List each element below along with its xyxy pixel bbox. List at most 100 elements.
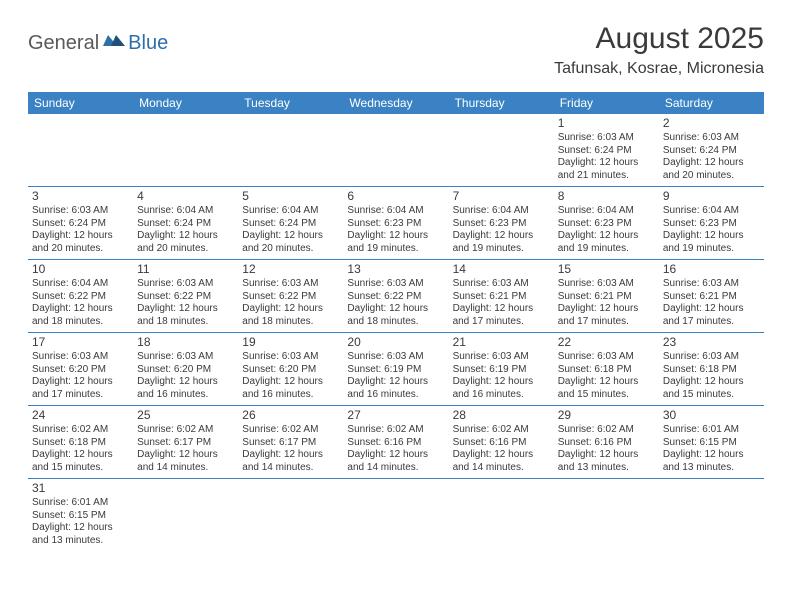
calendar-cell: 21Sunrise: 6:03 AMSunset: 6:19 PMDayligh… [449, 333, 554, 406]
sunset-line: Sunset: 6:16 PM [558, 437, 655, 450]
calendar-cell: 1Sunrise: 6:03 AMSunset: 6:24 PMDaylight… [554, 114, 659, 187]
day-number: 18 [137, 335, 234, 350]
sunrise-line: Sunrise: 6:02 AM [242, 424, 339, 437]
calendar-table: SundayMondayTuesdayWednesdayThursdayFrid… [28, 92, 764, 551]
calendar-cell: 16Sunrise: 6:03 AMSunset: 6:21 PMDayligh… [659, 260, 764, 333]
calendar-cell: 5Sunrise: 6:04 AMSunset: 6:24 PMDaylight… [238, 187, 343, 260]
sunrise-line: Sunrise: 6:02 AM [453, 424, 550, 437]
calendar-cell-empty [343, 479, 448, 552]
sunset-line: Sunset: 6:20 PM [137, 364, 234, 377]
daylight-line: Daylight: 12 hours and 14 minutes. [137, 449, 234, 474]
day-number: 12 [242, 262, 339, 277]
header: General Blue August 2025 Tafunsak, Kosra… [0, 0, 792, 86]
calendar-cell: 3Sunrise: 6:03 AMSunset: 6:24 PMDaylight… [28, 187, 133, 260]
logo-text-general: General [28, 32, 99, 55]
sunset-line: Sunset: 6:24 PM [32, 218, 129, 231]
weekday-header: Wednesday [343, 92, 448, 114]
daylight-line: Daylight: 12 hours and 20 minutes. [242, 230, 339, 255]
day-number: 6 [347, 189, 444, 204]
calendar-cell: 11Sunrise: 6:03 AMSunset: 6:22 PMDayligh… [133, 260, 238, 333]
sunset-line: Sunset: 6:18 PM [558, 364, 655, 377]
sunrise-line: Sunrise: 6:03 AM [347, 351, 444, 364]
daylight-line: Daylight: 12 hours and 16 minutes. [347, 376, 444, 401]
daylight-line: Daylight: 12 hours and 17 minutes. [32, 376, 129, 401]
sunrise-line: Sunrise: 6:03 AM [137, 278, 234, 291]
daylight-line: Daylight: 12 hours and 19 minutes. [558, 230, 655, 255]
calendar-cell: 18Sunrise: 6:03 AMSunset: 6:20 PMDayligh… [133, 333, 238, 406]
day-number: 4 [137, 189, 234, 204]
daylight-line: Daylight: 12 hours and 14 minutes. [242, 449, 339, 474]
sunset-line: Sunset: 6:24 PM [663, 145, 760, 158]
sunrise-line: Sunrise: 6:04 AM [558, 205, 655, 218]
sunrise-line: Sunrise: 6:03 AM [242, 278, 339, 291]
sunrise-line: Sunrise: 6:03 AM [32, 351, 129, 364]
daylight-line: Daylight: 12 hours and 17 minutes. [558, 303, 655, 328]
daylight-line: Daylight: 12 hours and 18 minutes. [32, 303, 129, 328]
location: Tafunsak, Kosrae, Micronesia [554, 60, 764, 78]
daylight-line: Daylight: 12 hours and 20 minutes. [137, 230, 234, 255]
day-number: 16 [663, 262, 760, 277]
calendar-cell: 14Sunrise: 6:03 AMSunset: 6:21 PMDayligh… [449, 260, 554, 333]
daylight-line: Daylight: 12 hours and 19 minutes. [663, 230, 760, 255]
calendar-cell: 28Sunrise: 6:02 AMSunset: 6:16 PMDayligh… [449, 406, 554, 479]
sunrise-line: Sunrise: 6:03 AM [347, 278, 444, 291]
calendar-cell: 29Sunrise: 6:02 AMSunset: 6:16 PMDayligh… [554, 406, 659, 479]
calendar-cell: 12Sunrise: 6:03 AMSunset: 6:22 PMDayligh… [238, 260, 343, 333]
sunrise-line: Sunrise: 6:02 AM [137, 424, 234, 437]
calendar-cell-empty [238, 114, 343, 187]
calendar-cell: 25Sunrise: 6:02 AMSunset: 6:17 PMDayligh… [133, 406, 238, 479]
calendar-cell: 6Sunrise: 6:04 AMSunset: 6:23 PMDaylight… [343, 187, 448, 260]
daylight-line: Daylight: 12 hours and 14 minutes. [453, 449, 550, 474]
calendar-cell: 15Sunrise: 6:03 AMSunset: 6:21 PMDayligh… [554, 260, 659, 333]
daylight-line: Daylight: 12 hours and 18 minutes. [137, 303, 234, 328]
day-number: 5 [242, 189, 339, 204]
daylight-line: Daylight: 12 hours and 21 minutes. [558, 157, 655, 182]
sunset-line: Sunset: 6:23 PM [347, 218, 444, 231]
daylight-line: Daylight: 12 hours and 19 minutes. [453, 230, 550, 255]
calendar-cell: 31Sunrise: 6:01 AMSunset: 6:15 PMDayligh… [28, 479, 133, 552]
calendar-cell-empty [133, 114, 238, 187]
sunrise-line: Sunrise: 6:02 AM [347, 424, 444, 437]
day-number: 30 [663, 408, 760, 423]
sunset-line: Sunset: 6:23 PM [453, 218, 550, 231]
sunset-line: Sunset: 6:21 PM [453, 291, 550, 304]
sunrise-line: Sunrise: 6:04 AM [242, 205, 339, 218]
sunset-line: Sunset: 6:22 PM [32, 291, 129, 304]
day-number: 26 [242, 408, 339, 423]
calendar-cell: 10Sunrise: 6:04 AMSunset: 6:22 PMDayligh… [28, 260, 133, 333]
calendar-row: 10Sunrise: 6:04 AMSunset: 6:22 PMDayligh… [28, 260, 764, 333]
sunset-line: Sunset: 6:22 PM [347, 291, 444, 304]
calendar-cell: 2Sunrise: 6:03 AMSunset: 6:24 PMDaylight… [659, 114, 764, 187]
sunrise-line: Sunrise: 6:04 AM [137, 205, 234, 218]
sunset-line: Sunset: 6:20 PM [242, 364, 339, 377]
sunrise-line: Sunrise: 6:03 AM [32, 205, 129, 218]
calendar-row: 17Sunrise: 6:03 AMSunset: 6:20 PMDayligh… [28, 333, 764, 406]
calendar-cell: 20Sunrise: 6:03 AMSunset: 6:19 PMDayligh… [343, 333, 448, 406]
sunrise-line: Sunrise: 6:03 AM [453, 278, 550, 291]
day-number: 31 [32, 481, 129, 496]
sunrise-line: Sunrise: 6:04 AM [663, 205, 760, 218]
sunset-line: Sunset: 6:16 PM [453, 437, 550, 450]
day-number: 15 [558, 262, 655, 277]
day-number: 25 [137, 408, 234, 423]
day-number: 7 [453, 189, 550, 204]
calendar-row: 31Sunrise: 6:01 AMSunset: 6:15 PMDayligh… [28, 479, 764, 552]
sunset-line: Sunset: 6:23 PM [663, 218, 760, 231]
sunrise-line: Sunrise: 6:01 AM [32, 497, 129, 510]
sunset-line: Sunset: 6:15 PM [663, 437, 760, 450]
calendar-cell: 19Sunrise: 6:03 AMSunset: 6:20 PMDayligh… [238, 333, 343, 406]
flag-icon [103, 32, 125, 55]
sunset-line: Sunset: 6:15 PM [32, 510, 129, 523]
day-number: 21 [453, 335, 550, 350]
daylight-line: Daylight: 12 hours and 18 minutes. [242, 303, 339, 328]
calendar-cell-empty [133, 479, 238, 552]
sunrise-line: Sunrise: 6:03 AM [558, 351, 655, 364]
calendar-cell-empty [28, 114, 133, 187]
day-number: 22 [558, 335, 655, 350]
month-title: August 2025 [554, 22, 764, 56]
day-number: 24 [32, 408, 129, 423]
daylight-line: Daylight: 12 hours and 16 minutes. [242, 376, 339, 401]
day-number: 20 [347, 335, 444, 350]
sunrise-line: Sunrise: 6:03 AM [663, 132, 760, 145]
weekday-header: Saturday [659, 92, 764, 114]
